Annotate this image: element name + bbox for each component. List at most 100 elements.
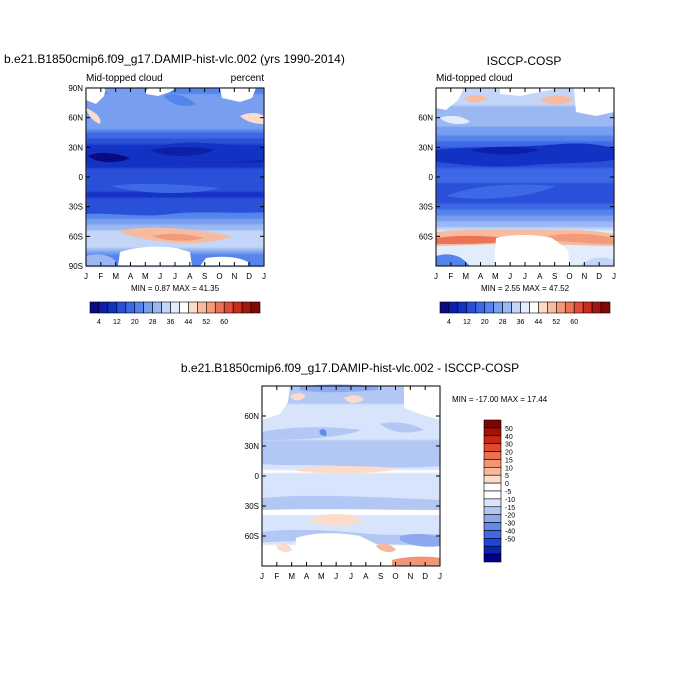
panel-model-units: percent — [231, 73, 265, 84]
field-band — [436, 126, 614, 131]
colorbar-swatch — [116, 301, 127, 314]
panel-model-features — [86, 88, 264, 266]
x-tick-label: D — [596, 272, 602, 281]
field-band — [86, 117, 264, 122]
field-band — [86, 165, 264, 169]
missing-data-region — [294, 533, 380, 566]
field-band — [436, 168, 614, 172]
contour-region — [290, 393, 306, 401]
field-band — [436, 135, 614, 140]
field-band — [436, 206, 614, 211]
panel-model-colorbar: 4 12 20 28 36 44 52 60 — [89, 301, 261, 326]
contour-region — [110, 183, 220, 193]
panel-diff-features — [262, 384, 440, 566]
colorbar-swatch — [483, 506, 502, 515]
colorbar-swatch — [483, 498, 502, 508]
field-band — [86, 111, 264, 116]
field-band — [436, 111, 614, 116]
colorbar-swatch — [223, 301, 234, 314]
colorbar-swatch — [529, 301, 539, 314]
field-band — [86, 120, 264, 125]
field-band — [436, 194, 614, 199]
colorbar-swatch — [107, 301, 118, 314]
field-band — [86, 105, 264, 110]
field-band — [86, 132, 264, 137]
x-tick-label: A — [187, 272, 193, 281]
field-band — [262, 434, 440, 438]
x-tick-label: J — [434, 272, 438, 281]
field-band — [86, 177, 264, 181]
field-band — [262, 407, 440, 411]
field-band — [436, 224, 614, 229]
contour-region — [262, 427, 362, 440]
colorbar-swatch — [483, 514, 502, 523]
colorbar-swatch — [483, 553, 502, 563]
colorbar-label: 28 — [499, 319, 507, 326]
contour-region — [580, 257, 614, 266]
x-tick-label: A — [363, 572, 369, 581]
x-tick-label: S — [552, 272, 557, 281]
colorbar-swatch — [232, 301, 243, 314]
colorbar-label: 60 — [570, 319, 578, 326]
field-band — [436, 117, 614, 122]
colorbar-swatch — [483, 538, 502, 547]
x-tick-label: J — [84, 272, 88, 281]
contour-region — [276, 543, 292, 553]
y-tick-label: 0 — [429, 173, 434, 182]
contour-region — [392, 556, 440, 566]
y-tick-label: 90S — [69, 262, 83, 271]
colorbar-label: 44 — [185, 319, 193, 326]
colorbar-swatch — [179, 301, 189, 314]
x-tick-label: J — [158, 272, 162, 281]
colorbar-label: 30 — [505, 442, 513, 449]
colorbar-swatch — [89, 301, 100, 314]
panel-obs-title: ISCCP-COSP — [487, 54, 562, 68]
contour-region — [262, 495, 440, 510]
colorbar-label: 36 — [517, 319, 525, 326]
panel-diff-title: b.e21.B1850cmip6.f09_g17.DAMIP-hist-vlc.… — [181, 361, 519, 375]
colorbar-swatch — [538, 301, 548, 314]
colorbar-label: 12 — [463, 319, 471, 326]
x-tick-label: M — [462, 272, 469, 281]
contour-region — [446, 184, 556, 199]
colorbar-swatch — [483, 459, 502, 468]
contour-region — [240, 113, 264, 124]
panel-model-y-ticks: 90N 60N 30N 0 30S 60S 90S — [68, 84, 264, 271]
field-band — [262, 530, 440, 534]
colorbar-swatch — [502, 301, 512, 314]
field-band — [436, 165, 614, 169]
colorbar-swatch — [483, 443, 502, 452]
x-tick-label: D — [246, 272, 252, 281]
colorbar-swatch — [493, 301, 503, 314]
field-band — [86, 218, 264, 223]
colorbar-label: 50 — [505, 426, 513, 433]
colorbar-swatch — [241, 301, 252, 314]
missing-data-region — [262, 386, 290, 420]
colorbar-swatch — [573, 301, 584, 314]
y-tick-label: 60N — [244, 412, 259, 421]
field-band — [262, 512, 440, 516]
colorbar-label: 20 — [131, 319, 139, 326]
y-tick-label: 30S — [419, 203, 433, 212]
field-band — [262, 443, 440, 447]
colorbar-label: -15 — [505, 505, 515, 512]
y-tick-label: 30N — [68, 143, 83, 152]
field-band — [262, 401, 440, 405]
colorbar-swatch — [197, 301, 207, 314]
field-band — [86, 200, 264, 205]
field-band — [86, 141, 264, 145]
field-band — [86, 224, 264, 229]
contour-region — [376, 543, 396, 553]
x-tick-label: J — [260, 572, 264, 581]
field-band — [436, 215, 614, 220]
field-band — [86, 168, 264, 172]
colorbar-label: 44 — [535, 319, 543, 326]
field-band — [262, 449, 440, 453]
field-band — [262, 446, 440, 450]
colorbar-swatch — [564, 301, 575, 314]
field-band — [86, 108, 264, 113]
colorbar-swatch — [600, 301, 611, 314]
